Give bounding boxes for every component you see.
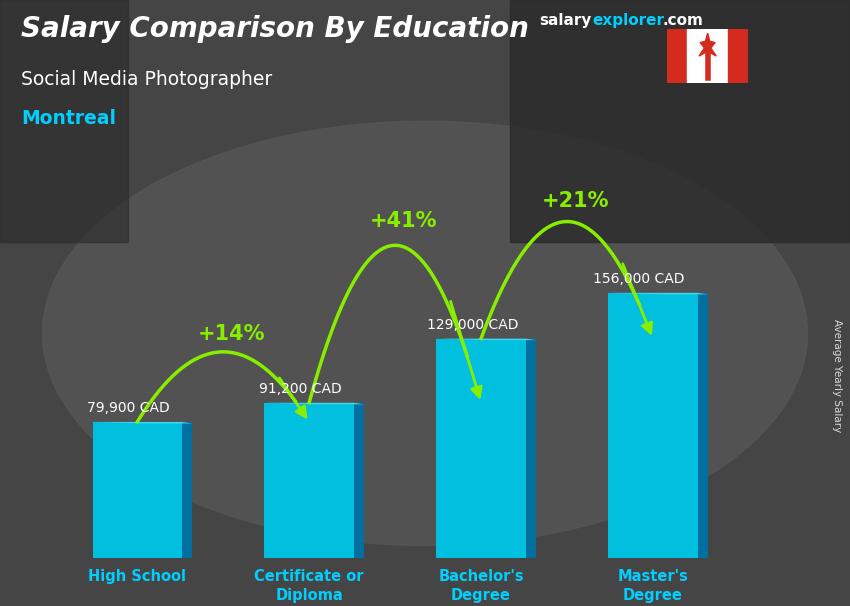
Polygon shape	[609, 293, 708, 295]
Bar	[264, 403, 354, 558]
Bar	[510, 0, 850, 242]
Polygon shape	[264, 403, 364, 404]
Text: Average Yearly Salary: Average Yearly Salary	[832, 319, 842, 432]
Text: 156,000 CAD: 156,000 CAD	[593, 272, 685, 286]
Bar	[609, 293, 698, 558]
Polygon shape	[526, 339, 536, 558]
Text: +41%: +41%	[370, 211, 438, 231]
Polygon shape	[436, 339, 536, 340]
Text: Social Media Photographer: Social Media Photographer	[21, 70, 273, 88]
Text: 129,000 CAD: 129,000 CAD	[427, 318, 518, 332]
Text: .com: .com	[663, 13, 704, 28]
Text: explorer: explorer	[592, 13, 665, 28]
Ellipse shape	[42, 121, 807, 545]
Polygon shape	[699, 33, 717, 56]
Polygon shape	[93, 422, 192, 424]
Polygon shape	[698, 293, 708, 558]
Bar	[728, 29, 748, 83]
Text: salary: salary	[540, 13, 592, 28]
Bar	[667, 29, 688, 83]
Text: Montreal: Montreal	[21, 109, 116, 128]
Text: +21%: +21%	[541, 191, 609, 211]
Bar	[436, 339, 526, 558]
Text: 91,200 CAD: 91,200 CAD	[259, 382, 342, 396]
Bar	[0, 0, 128, 242]
Text: +14%: +14%	[198, 324, 265, 344]
Text: Salary Comparison By Education: Salary Comparison By Education	[21, 15, 529, 43]
Polygon shape	[354, 403, 364, 558]
Bar	[93, 422, 182, 558]
Polygon shape	[182, 422, 192, 558]
Text: 79,900 CAD: 79,900 CAD	[88, 401, 170, 415]
Bar	[688, 29, 728, 83]
